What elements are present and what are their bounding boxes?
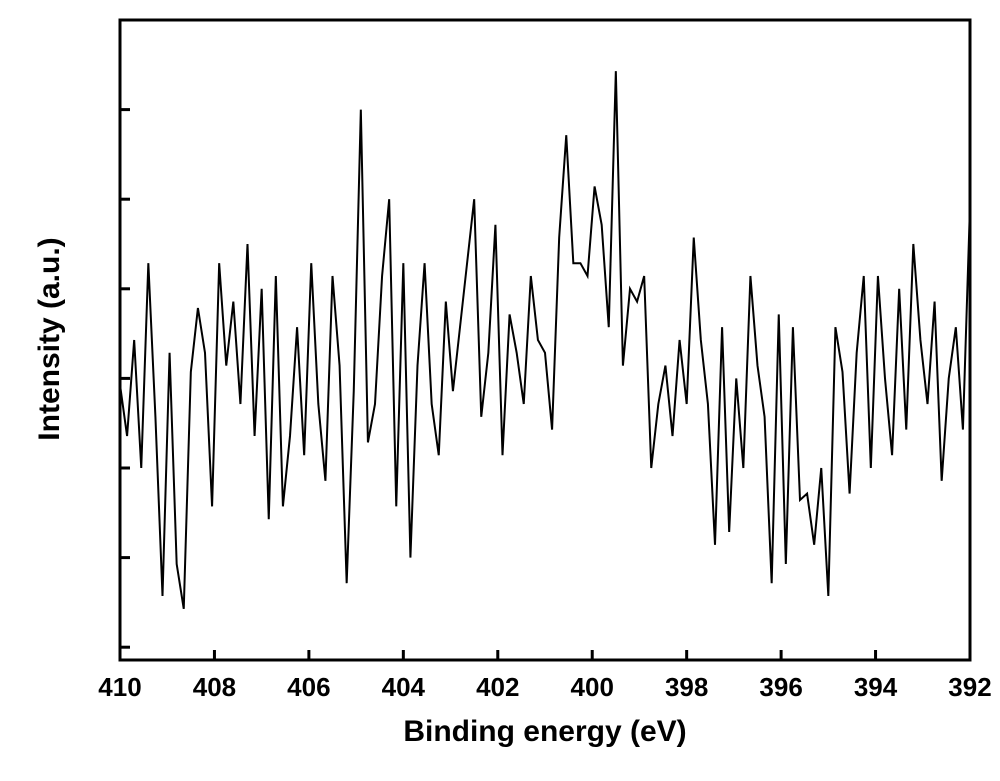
x-axis-label: Binding energy (eV)	[120, 715, 970, 749]
x-tick-label: 394	[854, 672, 897, 703]
x-tick-label: 392	[948, 672, 991, 703]
x-tick-label: 396	[759, 672, 802, 703]
x-tick-label: 402	[476, 672, 519, 703]
x-tick-label: 400	[571, 672, 614, 703]
x-tick-label: 398	[665, 672, 708, 703]
plot-area	[120, 20, 970, 660]
plot-border	[120, 20, 970, 660]
x-tick-label: 408	[193, 672, 236, 703]
xps-chart-page: Intensity (a.u.) Binding energy (eV) 410…	[0, 0, 1000, 781]
x-tick-label: 404	[382, 672, 425, 703]
x-tick-label: 406	[287, 672, 330, 703]
spectrum-line	[120, 71, 970, 609]
y-axis-label: Intensity (a.u.)	[33, 19, 67, 659]
x-tick-label: 410	[98, 672, 141, 703]
